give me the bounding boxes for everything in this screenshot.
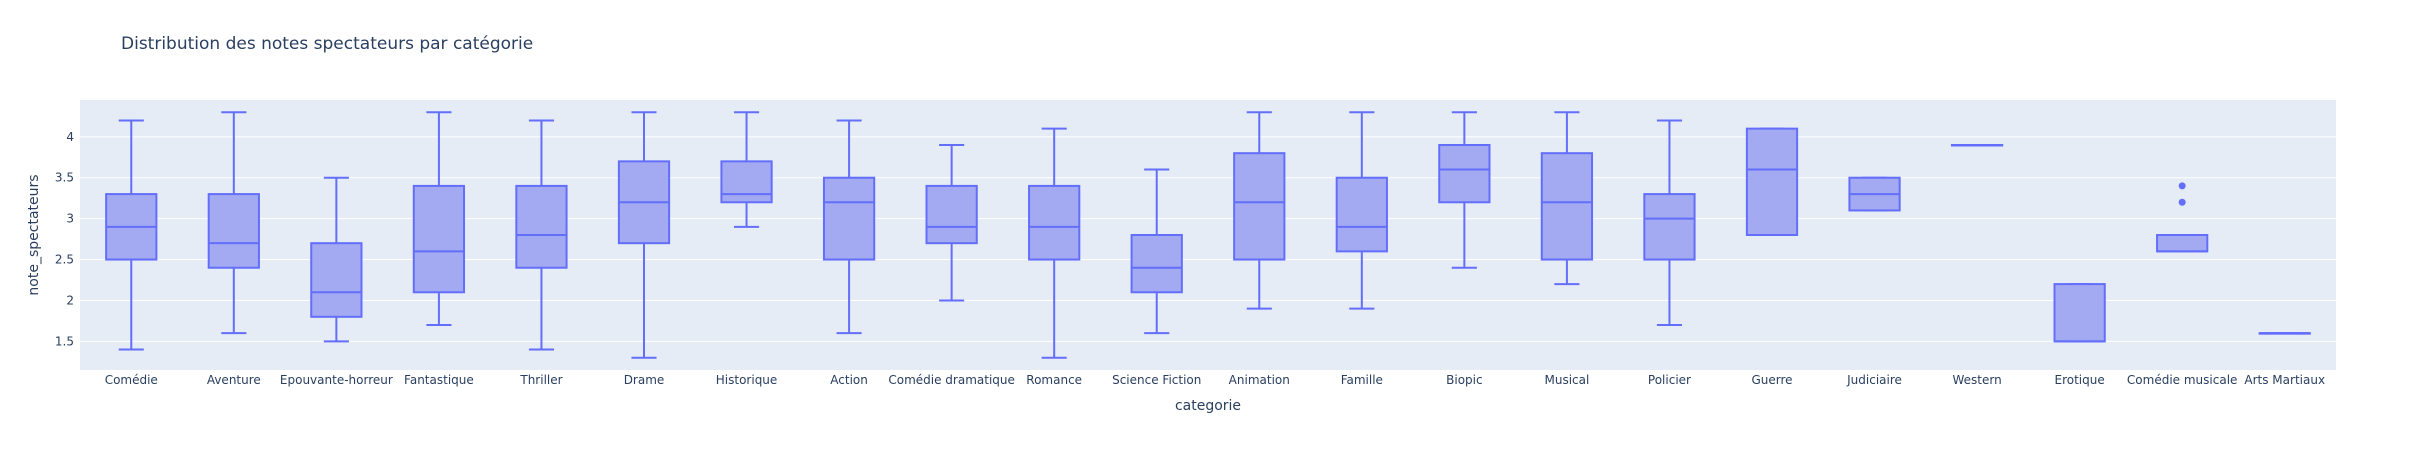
box-17 xyxy=(1745,127,1799,237)
y-tick-label: 3 xyxy=(66,212,74,226)
x-tick-label: Animation xyxy=(1229,373,1290,387)
box-10 xyxy=(1028,127,1081,359)
x-tick-label: Famille xyxy=(1341,373,1383,387)
chart-title: Distribution des notes spectateurs par c… xyxy=(121,34,533,54)
box-14 xyxy=(1438,111,1491,269)
x-tick-label: Fantastique xyxy=(404,373,474,387)
box-9 xyxy=(925,144,978,302)
box-22 xyxy=(2258,332,2311,335)
iqr-box xyxy=(2156,234,2209,253)
y-tick-label: 2.5 xyxy=(55,253,74,267)
box-7 xyxy=(720,111,773,228)
x-tick-label: Western xyxy=(1952,373,2001,387)
x-tick-label: Drame xyxy=(624,373,665,387)
x-tick-label: Biopic xyxy=(1446,373,1482,387)
y-tick-label: 3.5 xyxy=(55,171,74,185)
outlier-point xyxy=(2178,198,2186,206)
box-15 xyxy=(1540,111,1594,286)
box-19 xyxy=(1950,144,2004,147)
x-tick-label: Science Fiction xyxy=(1112,373,1201,387)
box-1 xyxy=(105,119,158,351)
y-tick-labels: 1.5 2 2.5 3 3.5 4 xyxy=(55,130,74,349)
x-tick-label: Historique xyxy=(716,373,778,387)
iqr-box xyxy=(1335,176,1388,253)
iqr-box xyxy=(1233,152,1286,261)
iqr-box xyxy=(310,242,363,318)
x-tick-label: Comédie musicale xyxy=(2127,373,2238,387)
iqr-box xyxy=(1745,127,1799,237)
x-tick-label: Comédie dramatique xyxy=(888,373,1015,387)
y-axis-title: note_spectateurs xyxy=(26,174,42,295)
box-18 xyxy=(1848,176,1901,212)
box-11 xyxy=(1130,168,1183,335)
iqr-box xyxy=(207,193,260,269)
box-13 xyxy=(1335,111,1388,310)
x-tick-label: Action xyxy=(830,373,868,387)
boxes xyxy=(105,111,2311,359)
iqr-box xyxy=(1028,184,1081,261)
x-tick-label: Comédie xyxy=(105,373,158,387)
iqr-box xyxy=(925,184,978,245)
box-12 xyxy=(1233,111,1286,310)
box-16 xyxy=(1643,119,1696,326)
x-tick-label: Judiciaire xyxy=(1846,373,1902,387)
x-tick-labels: Comédie Aventure Epouvante-horreur Fantasti… xyxy=(105,373,2325,387)
x-tick-label: Musical xyxy=(1544,373,1589,387)
x-tick-label: Thriller xyxy=(519,373,562,387)
x-tick-label: Romance xyxy=(1026,373,1082,387)
box-21 xyxy=(2156,182,2209,253)
outlier-point xyxy=(2178,182,2186,190)
box-8 xyxy=(822,119,876,335)
x-tick-label: Guerre xyxy=(1751,373,1792,387)
x-axis-title: categorie xyxy=(1175,398,1241,414)
box-4 xyxy=(412,111,466,326)
iqr-box xyxy=(412,184,466,294)
box-2 xyxy=(207,111,260,335)
box-5 xyxy=(515,119,568,351)
y-tick-label: 4 xyxy=(66,130,74,144)
x-tick-label: Policier xyxy=(1648,373,1691,387)
box-3 xyxy=(310,176,363,343)
x-tick-label: Aventure xyxy=(207,373,261,387)
iqr-box xyxy=(822,176,876,261)
y-tick-label: 2 xyxy=(66,293,74,307)
iqr-box xyxy=(2053,283,2106,343)
iqr-box xyxy=(1130,234,1183,294)
box-6 xyxy=(617,111,671,359)
box-20 xyxy=(2053,283,2106,343)
iqr-box xyxy=(515,184,568,269)
x-tick-label: Erotique xyxy=(2055,373,2105,387)
iqr-box xyxy=(1540,152,1594,261)
x-tick-label: Arts Martiaux xyxy=(2244,373,2325,387)
iqr-box xyxy=(1438,144,1491,204)
y-tick-label: 1.5 xyxy=(55,334,74,348)
iqr-box xyxy=(1643,193,1696,261)
iqr-box xyxy=(720,160,773,204)
x-tick-label: Epouvante-horreur xyxy=(280,373,393,387)
